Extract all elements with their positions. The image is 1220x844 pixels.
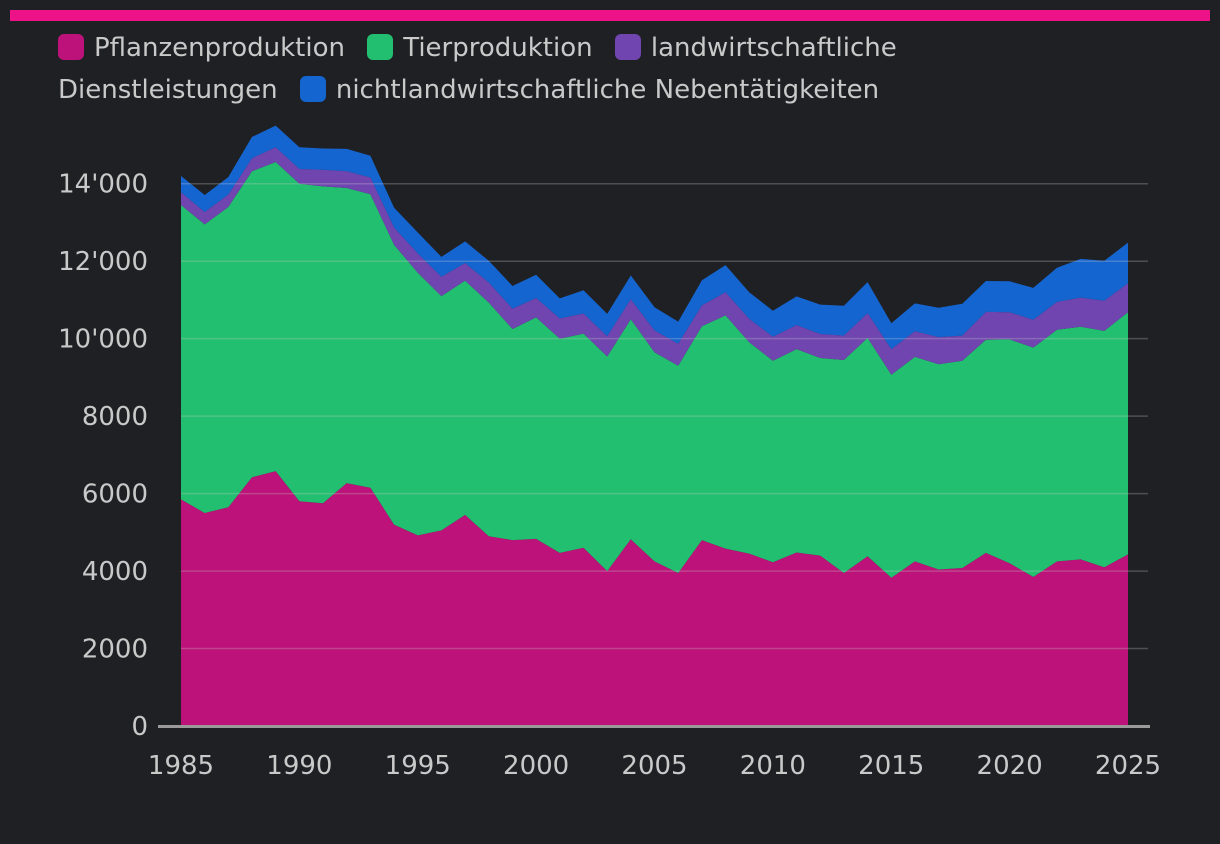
legend-label-pflanzenproduktion: Pflanzenproduktion — [94, 33, 345, 63]
x-tick-label-2005: 2005 — [621, 751, 687, 781]
y-tick-label-8000: 8000 — [82, 402, 148, 432]
y-tick-label-12000: 12'000 — [58, 247, 148, 277]
y-tick-label-6000: 6000 — [82, 480, 148, 510]
y-tick-label-4000: 4000 — [82, 557, 148, 587]
accent-bar — [10, 10, 1210, 21]
y-tick-label-0: 0 — [131, 712, 148, 742]
x-tick-label-2010: 2010 — [740, 751, 806, 781]
legend-label-tierproduktion: Tierproduktion — [403, 33, 593, 63]
x-tick-label-1985: 1985 — [148, 751, 214, 781]
y-tick-label-14000: 14'000 — [58, 170, 148, 200]
legend-label-dienstleistungen: landwirtschaftliche Dienstleistungen — [58, 33, 897, 105]
legend-item-pflanzenproduktion[interactable]: Pflanzenproduktion — [58, 33, 345, 63]
legend-swatch-pflanzenproduktion — [58, 34, 84, 60]
x-tick-label-2015: 2015 — [858, 751, 924, 781]
y-tick-label-2000: 2000 — [82, 635, 148, 665]
x-tick-label-1995: 1995 — [385, 751, 451, 781]
area-tierproduktion — [181, 162, 1128, 578]
legend-item-tierproduktion[interactable]: Tierproduktion — [367, 33, 593, 63]
area-pflanzenproduktion — [181, 471, 1128, 726]
y-tick-label-10000: 10'000 — [58, 325, 148, 355]
x-tick-label-1990: 1990 — [266, 751, 332, 781]
legend-label-nebentaetigkeiten: nichtlandwirtschaftliche Nebentätigkeite… — [335, 75, 880, 105]
legend-swatch-tierproduktion — [367, 34, 394, 60]
x-tick-label-2020: 2020 — [977, 751, 1043, 781]
x-tick-label-2000: 2000 — [503, 751, 569, 781]
legend-item-nebentaetigkeiten[interactable]: nichtlandwirtschaftliche Nebentätigkeite… — [299, 75, 880, 105]
legend: Pflanzenproduktion Tierproduktion landwi… — [58, 27, 958, 111]
legend-swatch-nebentaetigkeiten — [299, 76, 326, 102]
legend-swatch-dienstleistungen — [614, 34, 641, 60]
x-tick-label-2025: 2025 — [1095, 751, 1161, 781]
legend-item-dienstleistungen[interactable]: landwirtschaftliche Dienstleistungen — [58, 33, 897, 105]
